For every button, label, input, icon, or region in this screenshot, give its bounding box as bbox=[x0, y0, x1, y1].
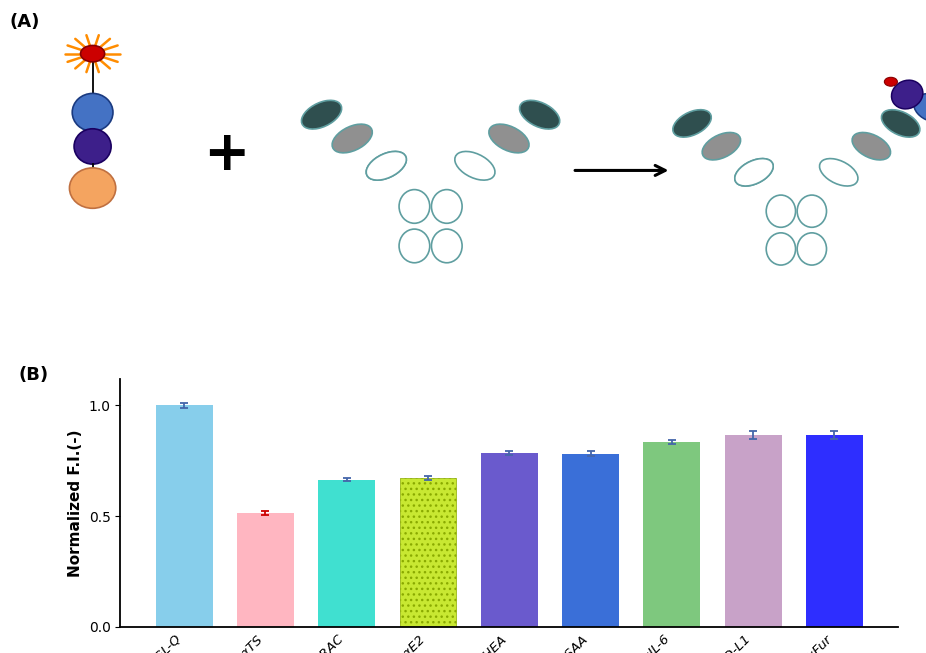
Ellipse shape bbox=[797, 233, 827, 265]
Ellipse shape bbox=[734, 159, 773, 186]
Ellipse shape bbox=[69, 168, 116, 208]
Ellipse shape bbox=[673, 110, 711, 137]
Ellipse shape bbox=[519, 101, 559, 129]
Ellipse shape bbox=[366, 151, 407, 180]
Ellipse shape bbox=[766, 195, 795, 227]
Bar bbox=[156, 406, 213, 627]
Ellipse shape bbox=[399, 229, 430, 263]
Ellipse shape bbox=[455, 151, 495, 180]
Bar bbox=[319, 479, 375, 627]
Ellipse shape bbox=[366, 151, 407, 180]
Ellipse shape bbox=[766, 233, 795, 265]
Bar bbox=[237, 513, 294, 627]
Ellipse shape bbox=[797, 195, 827, 227]
Ellipse shape bbox=[81, 46, 105, 62]
Bar bbox=[725, 436, 782, 627]
Ellipse shape bbox=[892, 80, 923, 109]
Text: (B): (B) bbox=[19, 366, 49, 384]
Ellipse shape bbox=[884, 77, 897, 86]
Bar bbox=[806, 435, 863, 627]
Ellipse shape bbox=[882, 110, 920, 137]
Ellipse shape bbox=[302, 101, 342, 129]
Ellipse shape bbox=[820, 159, 858, 186]
Bar bbox=[400, 478, 457, 627]
Ellipse shape bbox=[432, 229, 462, 263]
Ellipse shape bbox=[74, 129, 111, 164]
Text: (A): (A) bbox=[9, 12, 40, 31]
Ellipse shape bbox=[432, 189, 462, 223]
Y-axis label: Normalized F.I.(-): Normalized F.I.(-) bbox=[69, 429, 83, 577]
Ellipse shape bbox=[702, 133, 741, 160]
Ellipse shape bbox=[399, 189, 430, 223]
Bar bbox=[644, 442, 700, 627]
Ellipse shape bbox=[852, 133, 891, 160]
Ellipse shape bbox=[734, 159, 773, 186]
Ellipse shape bbox=[489, 124, 529, 153]
Ellipse shape bbox=[72, 93, 113, 131]
Ellipse shape bbox=[332, 124, 372, 153]
Text: +: + bbox=[204, 127, 250, 182]
Bar bbox=[562, 454, 619, 627]
Bar bbox=[481, 453, 538, 627]
Ellipse shape bbox=[914, 94, 926, 122]
